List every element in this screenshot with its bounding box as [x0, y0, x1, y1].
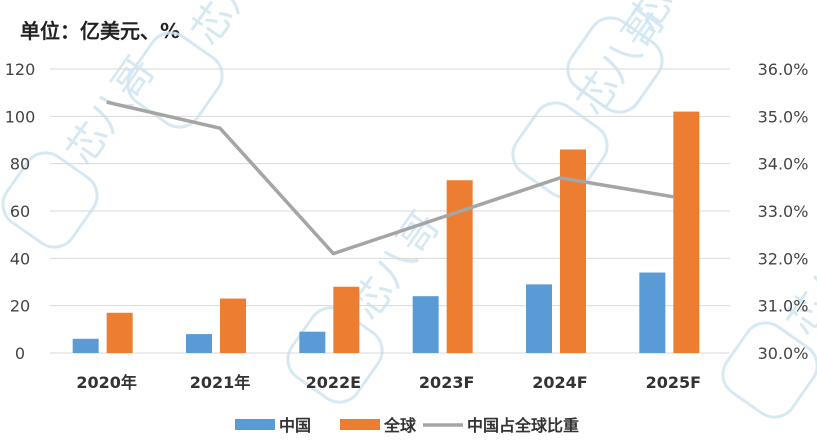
y-left-tick-label: 60 [10, 202, 30, 221]
legend-swatch [340, 419, 380, 430]
x-tick-label: 2020年 [76, 373, 137, 392]
bar-series [72, 111, 700, 353]
watermark-frame [511, 101, 609, 199]
x-axis-labels: 2020年 2021年 2022E 2023F 2024F 2025F [76, 373, 701, 392]
y-left-tick-label: 20 [10, 297, 30, 316]
x-tick-label: 2024F [532, 373, 587, 392]
y-left-tick-label: 120 [5, 60, 36, 79]
watermark-frame [1, 151, 99, 249]
watermark: 芯八哥 [511, 0, 675, 199]
bar-中国-2025F [639, 272, 666, 353]
y-right-tick-label: 33.0% [758, 202, 809, 221]
watermark-frame [721, 321, 817, 419]
y-left-tick-label: 100 [5, 107, 36, 126]
x-tick-label: 2025F [646, 373, 701, 392]
y-axis-right: 30.0% 31.0% 32.0% 33.0% 34.0% 35.0% 36.0% [758, 60, 809, 363]
y-right-tick-label: 36.0% [758, 60, 809, 79]
watermark-text: 芯八哥 [183, 0, 290, 53]
bar-中国-2024F [526, 284, 552, 353]
y-right-tick-label: 35.0% [758, 107, 809, 126]
bar-全球-2022E [333, 286, 360, 353]
bar-中国-2022E [299, 331, 326, 353]
y-left-tick-label: 40 [10, 249, 30, 268]
x-tick-label: 2022E [306, 373, 361, 392]
legend: 中国 全球 中国占全球比重 [235, 416, 579, 435]
watermark: 芯八哥 [721, 219, 817, 419]
legend-label: 中国 [279, 416, 311, 435]
bar-中国-2020年 [72, 338, 99, 353]
x-tick-label: 2021年 [190, 373, 251, 392]
bar-全球-2021年 [220, 298, 246, 353]
watermark-text: 芯八哥 [568, 0, 675, 123]
legend-label: 中国占全球比重 [467, 416, 579, 435]
y-right-tick-label: 30.0% [758, 344, 809, 363]
bar-全球-2024F [560, 149, 586, 353]
x-tick-label: 2023F [419, 373, 474, 392]
bar-中国-2021年 [186, 334, 212, 353]
y-right-tick-label: 32.0% [758, 249, 809, 268]
gridlines [50, 68, 730, 354]
line-中国占全球比重 [106, 100, 674, 256]
bar-全球-2020年 [106, 312, 133, 353]
legend-swatch [235, 419, 275, 430]
y-left-tick-label: 0 [15, 344, 25, 363]
y-right-tick-label: 34.0% [758, 155, 809, 174]
watermark-frame [566, 16, 664, 114]
legend-label: 全球 [383, 416, 417, 435]
y-axis-left: 0 20 40 60 80 100 120 [5, 60, 36, 363]
y-right-tick-label: 31.0% [758, 297, 809, 316]
bar-全球-2023F [446, 180, 473, 353]
y-left-tick-label: 80 [10, 155, 30, 174]
line-series [106, 100, 674, 256]
watermark-text: 芯八哥 [778, 219, 817, 344]
bar-中国-2023F [412, 296, 439, 353]
bar-全球-2025F [673, 111, 700, 353]
